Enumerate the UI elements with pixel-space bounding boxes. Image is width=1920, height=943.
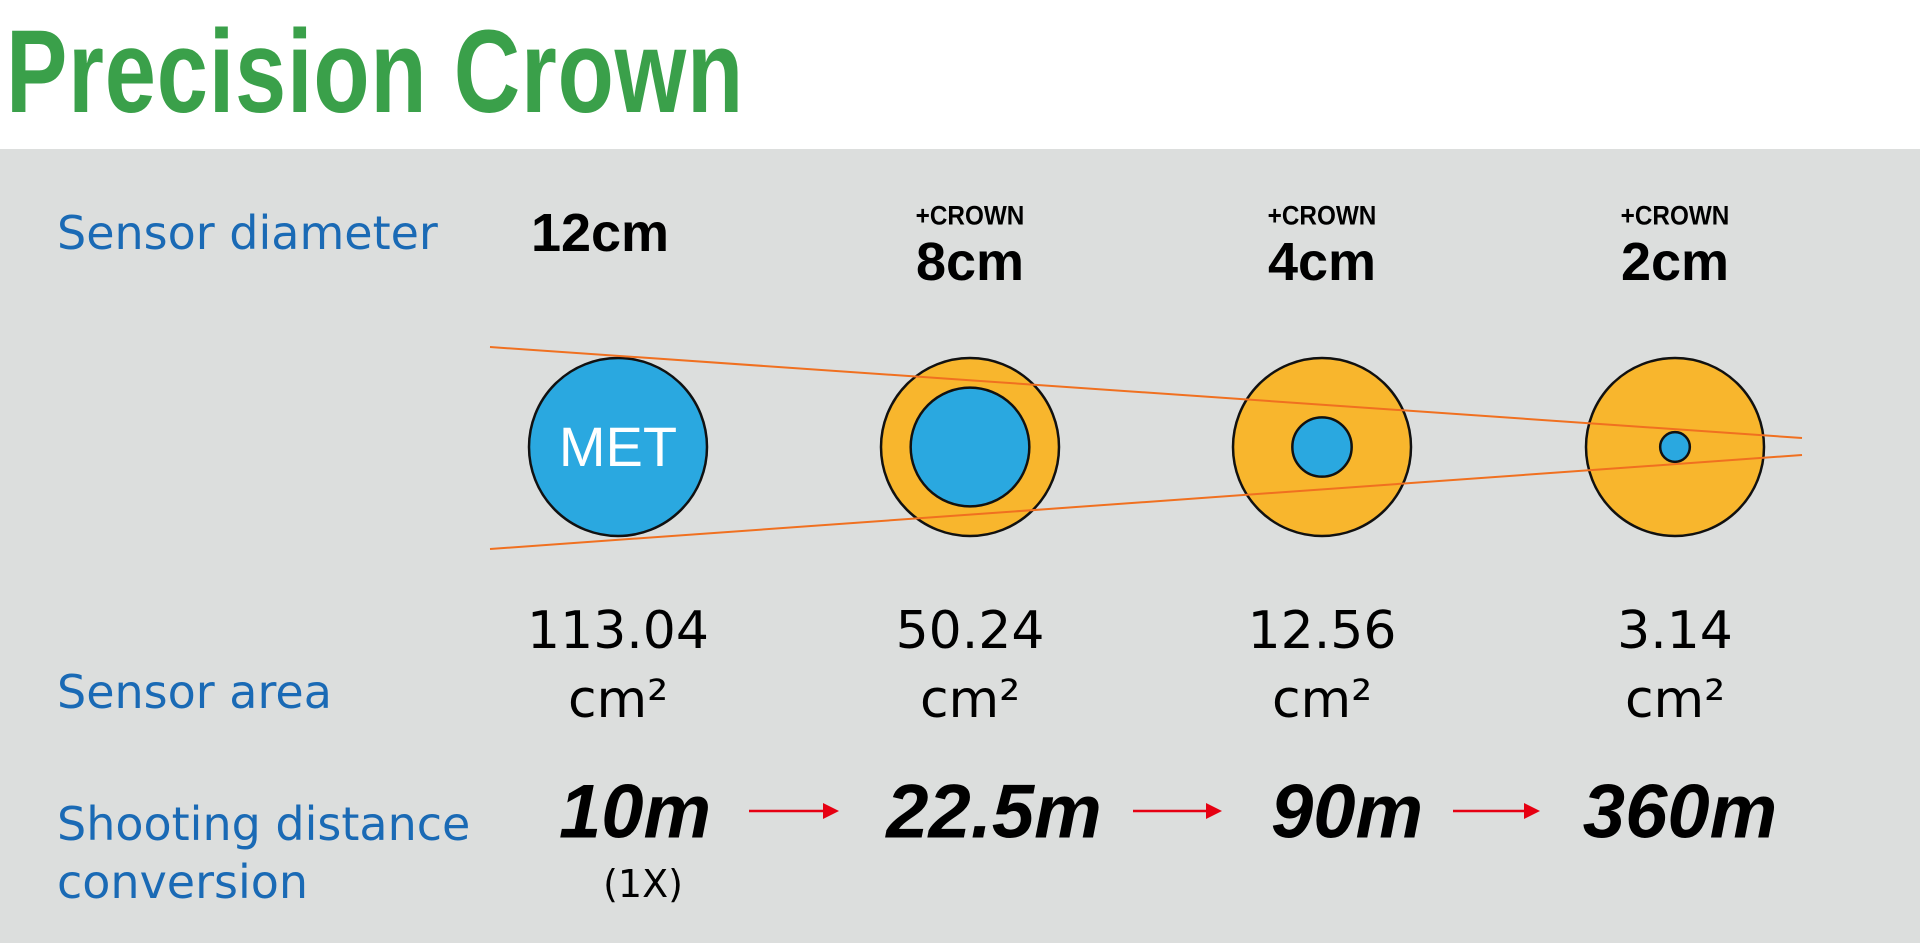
label-conversion: conversion <box>57 855 309 909</box>
sensor-area-unit: cm² <box>919 670 1021 730</box>
sensor-circle <box>527 356 709 538</box>
crown-prefix: +CROWN <box>915 200 1025 231</box>
sensor-area-unit: cm² <box>567 670 669 730</box>
label-shooting-distance: Shooting distance <box>57 797 471 851</box>
arrow-head-icon <box>1524 803 1540 819</box>
diagram-panel <box>0 149 1920 943</box>
sensor-circle <box>1291 416 1353 478</box>
sensor-area-value: 113.04 <box>527 601 709 661</box>
sensor-diameter-value: 12cm <box>530 203 670 263</box>
shooting-distance-value: 10m <box>558 769 712 855</box>
sensor-circle <box>1658 430 1692 464</box>
sensor-diameter-value: 2cm <box>1620 232 1730 292</box>
shooting-distance-value: 22.5m <box>886 769 1102 855</box>
label-sensor-diameter: Sensor diameter <box>57 206 438 260</box>
label-sensor-area: Sensor area <box>57 665 332 719</box>
crown-prefix: +CROWN <box>1267 200 1377 231</box>
sensor-label: MET <box>559 415 677 478</box>
page-title: Precision Crown <box>6 6 744 138</box>
sensor-area-unit: cm² <box>1271 670 1373 730</box>
shooting-distance-value: 90m <box>1270 769 1424 855</box>
guide-line-top <box>489 346 1803 439</box>
arrow-head-icon <box>1206 803 1222 819</box>
sensor-area-value: 3.14 <box>1617 601 1733 661</box>
crown-prefix: +CROWN <box>1620 200 1730 231</box>
sensor-area-value: 50.24 <box>895 601 1045 661</box>
sensor-diameter-value: 8cm <box>915 232 1025 292</box>
guide-line-bottom <box>489 454 1803 550</box>
sensor-area-unit: cm² <box>1624 670 1726 730</box>
magnification-note: (1X) <box>603 862 683 906</box>
shooting-distance-value: 360m <box>1582 769 1778 855</box>
sensor-circle <box>909 386 1031 508</box>
sensor-area-value: 12.56 <box>1247 601 1397 661</box>
arrow-head-icon <box>823 803 839 819</box>
sensor-diameter-value: 4cm <box>1267 232 1377 292</box>
